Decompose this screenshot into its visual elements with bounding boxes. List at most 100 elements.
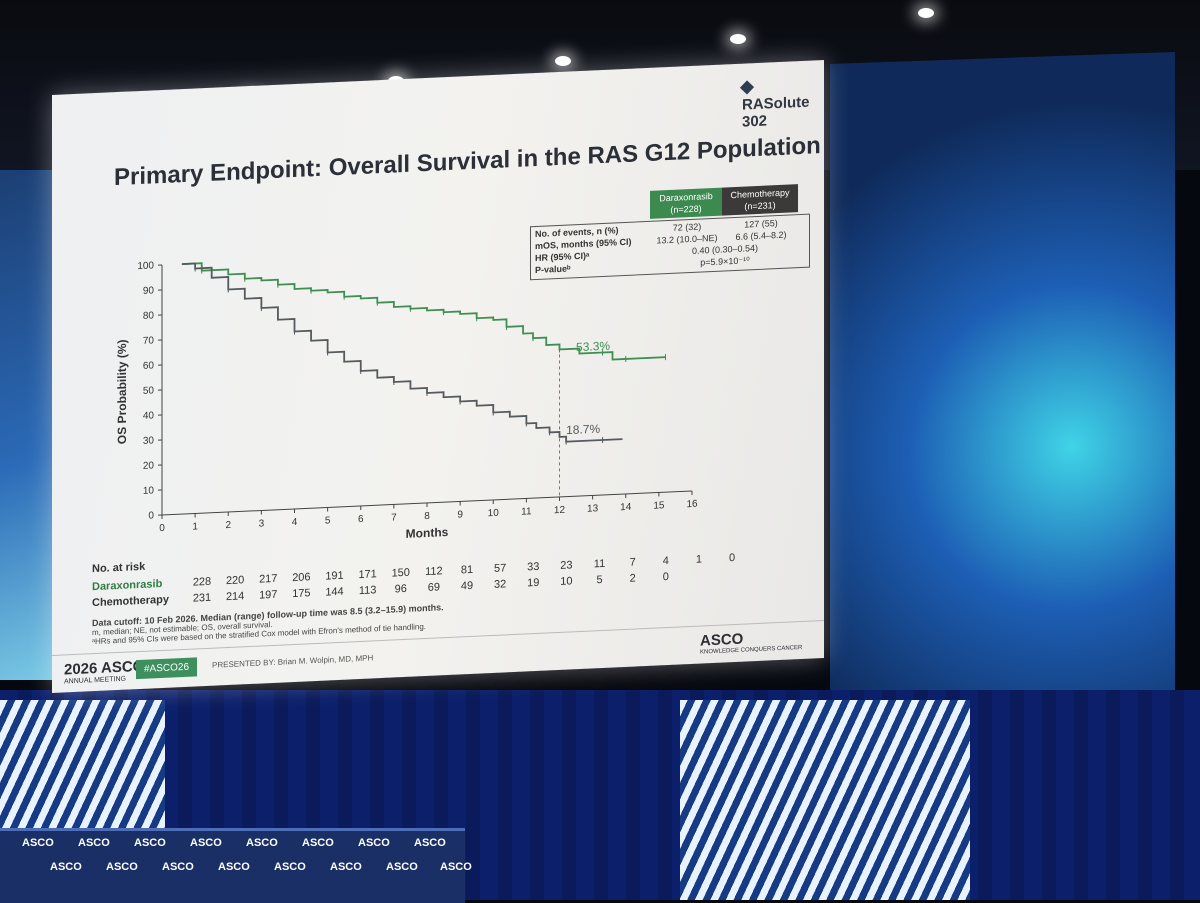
at-risk-value: 150 bbox=[386, 566, 416, 579]
at-risk-value: 113 bbox=[353, 584, 383, 597]
desk-asco-logo: ASCO bbox=[386, 861, 418, 873]
at-risk-value: 191 bbox=[320, 569, 350, 582]
x-tick-label: 11 bbox=[521, 506, 532, 517]
km-curve-daraxonrasib bbox=[182, 242, 666, 379]
meeting-name: 2026 ASCO bbox=[64, 658, 144, 679]
stats-header-chemotherapy: Chemotherapy (n=231) bbox=[722, 184, 798, 215]
stats-header-daraxonrasib: Daraxonrasib (n=228) bbox=[650, 188, 722, 219]
y-tick-label: 90 bbox=[143, 285, 155, 297]
asco-logo-right: ASCO KNOWLEDGE CONQUERS CANCER bbox=[700, 628, 802, 656]
curve-annotation: 53.3% bbox=[576, 339, 610, 355]
x-tick-label: 16 bbox=[686, 499, 698, 511]
at-risk-value: 69 bbox=[419, 581, 449, 594]
x-tick-label: 0 bbox=[159, 523, 165, 534]
x-tick-label: 4 bbox=[292, 517, 298, 528]
desk-asco-logo: ASCO bbox=[414, 837, 446, 849]
at-risk-value: 33 bbox=[518, 560, 548, 573]
at-risk-value: 57 bbox=[485, 562, 515, 575]
desk-asco-logo: ASCO bbox=[218, 861, 250, 873]
km-curve-chemotherapy bbox=[182, 244, 623, 459]
at-risk-value: 228 bbox=[187, 576, 217, 589]
at-risk-value: 19 bbox=[518, 576, 548, 589]
desk-asco-logo: ASCO bbox=[358, 837, 390, 849]
stage-stripes-right bbox=[680, 700, 970, 900]
y-axis-label: OS Probability (%) bbox=[115, 339, 129, 444]
at-risk-value: 10 bbox=[551, 575, 581, 588]
brand-diamond-icon bbox=[740, 80, 754, 94]
at-risk-value: 5 bbox=[585, 573, 615, 586]
desk-asco-logo: ASCO bbox=[106, 861, 138, 873]
desk-asco-logo: ASCO bbox=[22, 837, 54, 849]
at-risk-value: 112 bbox=[419, 565, 449, 578]
x-tick-label: 8 bbox=[424, 511, 430, 522]
brand-text: RASolute 302 bbox=[742, 94, 810, 131]
x-tick-label: 9 bbox=[457, 509, 463, 520]
at-risk-value: 197 bbox=[253, 588, 283, 601]
x-tick-label: 14 bbox=[620, 502, 632, 514]
curve-annotation: 18.7% bbox=[566, 422, 600, 438]
hashtag-badge: #ASCO26 bbox=[136, 657, 197, 679]
desk-asco-logo: ASCO bbox=[246, 837, 278, 849]
at-risk-value: 217 bbox=[253, 572, 283, 585]
x-tick-label: 3 bbox=[259, 518, 265, 529]
at-risk-title: No. at risk bbox=[92, 561, 145, 575]
desk-asco-logo: ASCO bbox=[134, 837, 166, 849]
at-risk-value: 23 bbox=[551, 559, 581, 572]
at-risk-value: 0 bbox=[717, 551, 747, 564]
y-tick-label: 30 bbox=[143, 435, 155, 447]
stats-table: Daraxonrasib (n=228) Chemotherapy (n=231… bbox=[530, 183, 812, 196]
y-tick-label: 40 bbox=[143, 410, 155, 422]
asco-logo-text: ASCO bbox=[700, 631, 743, 650]
desk-asco-logo: ASCO bbox=[190, 837, 222, 849]
at-risk-value: 7 bbox=[618, 556, 648, 569]
at-risk-value: 214 bbox=[220, 590, 250, 603]
y-tick-label: 0 bbox=[148, 510, 154, 521]
x-tick-label: 12 bbox=[554, 505, 566, 517]
y-tick-label: 70 bbox=[143, 335, 155, 347]
at-risk-value: 11 bbox=[585, 557, 615, 570]
x-tick-label: 10 bbox=[488, 508, 500, 520]
y-tick-label: 10 bbox=[143, 485, 155, 497]
presenter-desk: ASCO ASCO ASCO ASCO ASCO ASCO ASCO ASCO ASCO ASCO… bbox=[0, 828, 465, 903]
at-risk-value: 96 bbox=[386, 582, 416, 595]
y-tick-label: 100 bbox=[137, 260, 154, 272]
meeting-logo: 2026 ASCO ANNUAL MEETING bbox=[64, 658, 144, 686]
at-risk-value: 49 bbox=[452, 579, 482, 592]
y-tick-label: 20 bbox=[143, 460, 155, 472]
y-tick-label: 80 bbox=[143, 310, 155, 322]
x-tick-label: 2 bbox=[225, 520, 231, 531]
x-tick-label: 6 bbox=[358, 514, 364, 525]
at-risk-value: 175 bbox=[286, 587, 316, 600]
at-risk-value: 4 bbox=[651, 554, 681, 567]
x-tick-label: 13 bbox=[587, 503, 599, 515]
at-risk-value: 81 bbox=[452, 563, 482, 576]
at-risk-value: 220 bbox=[220, 574, 250, 587]
ceiling-light bbox=[555, 56, 571, 66]
ceiling-light bbox=[918, 8, 934, 18]
y-tick-label: 60 bbox=[143, 360, 155, 372]
desk-asco-logo: ASCO bbox=[162, 861, 194, 873]
presenter-credit: PRESENTED BY: Brian M. Wolpin, MD, MPH bbox=[212, 653, 373, 669]
at-risk-value: 32 bbox=[485, 578, 515, 591]
at-risk-value: 1 bbox=[684, 553, 714, 566]
x-tick-label: 7 bbox=[391, 512, 397, 523]
at-risk-label-chemotherapy: Chemotherapy bbox=[92, 594, 169, 609]
side-screen-right bbox=[830, 52, 1175, 716]
x-tick-label: 5 bbox=[325, 515, 331, 526]
trial-brand: RASolute 302 bbox=[742, 76, 824, 131]
desk-asco-logo: ASCO bbox=[330, 861, 362, 873]
desk-asco-logo: ASCO bbox=[302, 837, 334, 849]
at-risk-value: 206 bbox=[286, 571, 316, 584]
desk-asco-logo: ASCO bbox=[50, 861, 82, 873]
x-axis-label: Months bbox=[406, 525, 449, 541]
at-risk-value: 171 bbox=[353, 568, 383, 581]
at-risk-value: 231 bbox=[187, 592, 217, 605]
x-tick-label: 15 bbox=[653, 500, 665, 512]
desk-asco-logo: ASCO bbox=[274, 861, 306, 873]
at-risk-value: 144 bbox=[320, 585, 350, 598]
ceiling-light bbox=[730, 34, 746, 44]
slide-title: Primary Endpoint: Overall Survival in th… bbox=[114, 132, 821, 192]
at-risk-value: 0 bbox=[651, 570, 681, 583]
